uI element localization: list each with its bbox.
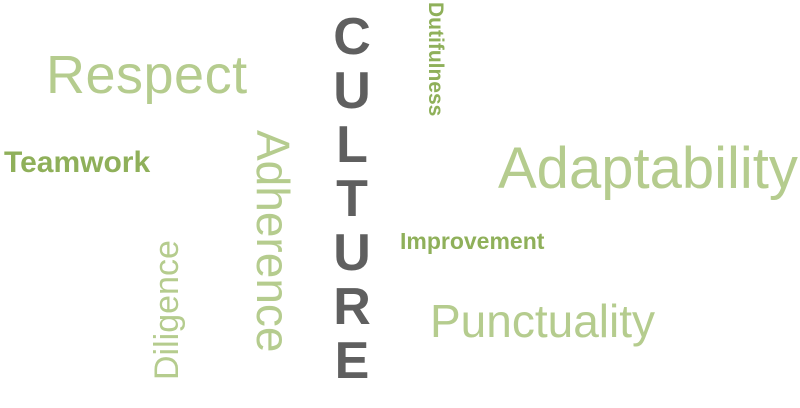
culture-letter: U — [333, 62, 371, 120]
word-adaptability: Adaptability — [498, 136, 798, 201]
culture-letter: L — [336, 116, 368, 174]
word-dutifulness: Dutifulness — [424, 2, 447, 117]
culture-letter: E — [334, 332, 370, 390]
culture-letter: U — [333, 224, 371, 282]
culture-letter: R — [333, 278, 371, 336]
word-teamwork: Teamwork — [4, 146, 151, 179]
culture-letter: C — [333, 8, 371, 66]
word-improvement: Improvement — [400, 228, 545, 254]
word-diligence: Diligence — [148, 240, 186, 380]
center-word-culture: C U L T U R E — [328, 10, 376, 388]
culture-letter: T — [336, 170, 368, 228]
word-adherence: Adherence — [247, 130, 299, 353]
word-punctuality: Punctuality — [430, 295, 656, 347]
word-respect: Respect — [46, 45, 248, 105]
